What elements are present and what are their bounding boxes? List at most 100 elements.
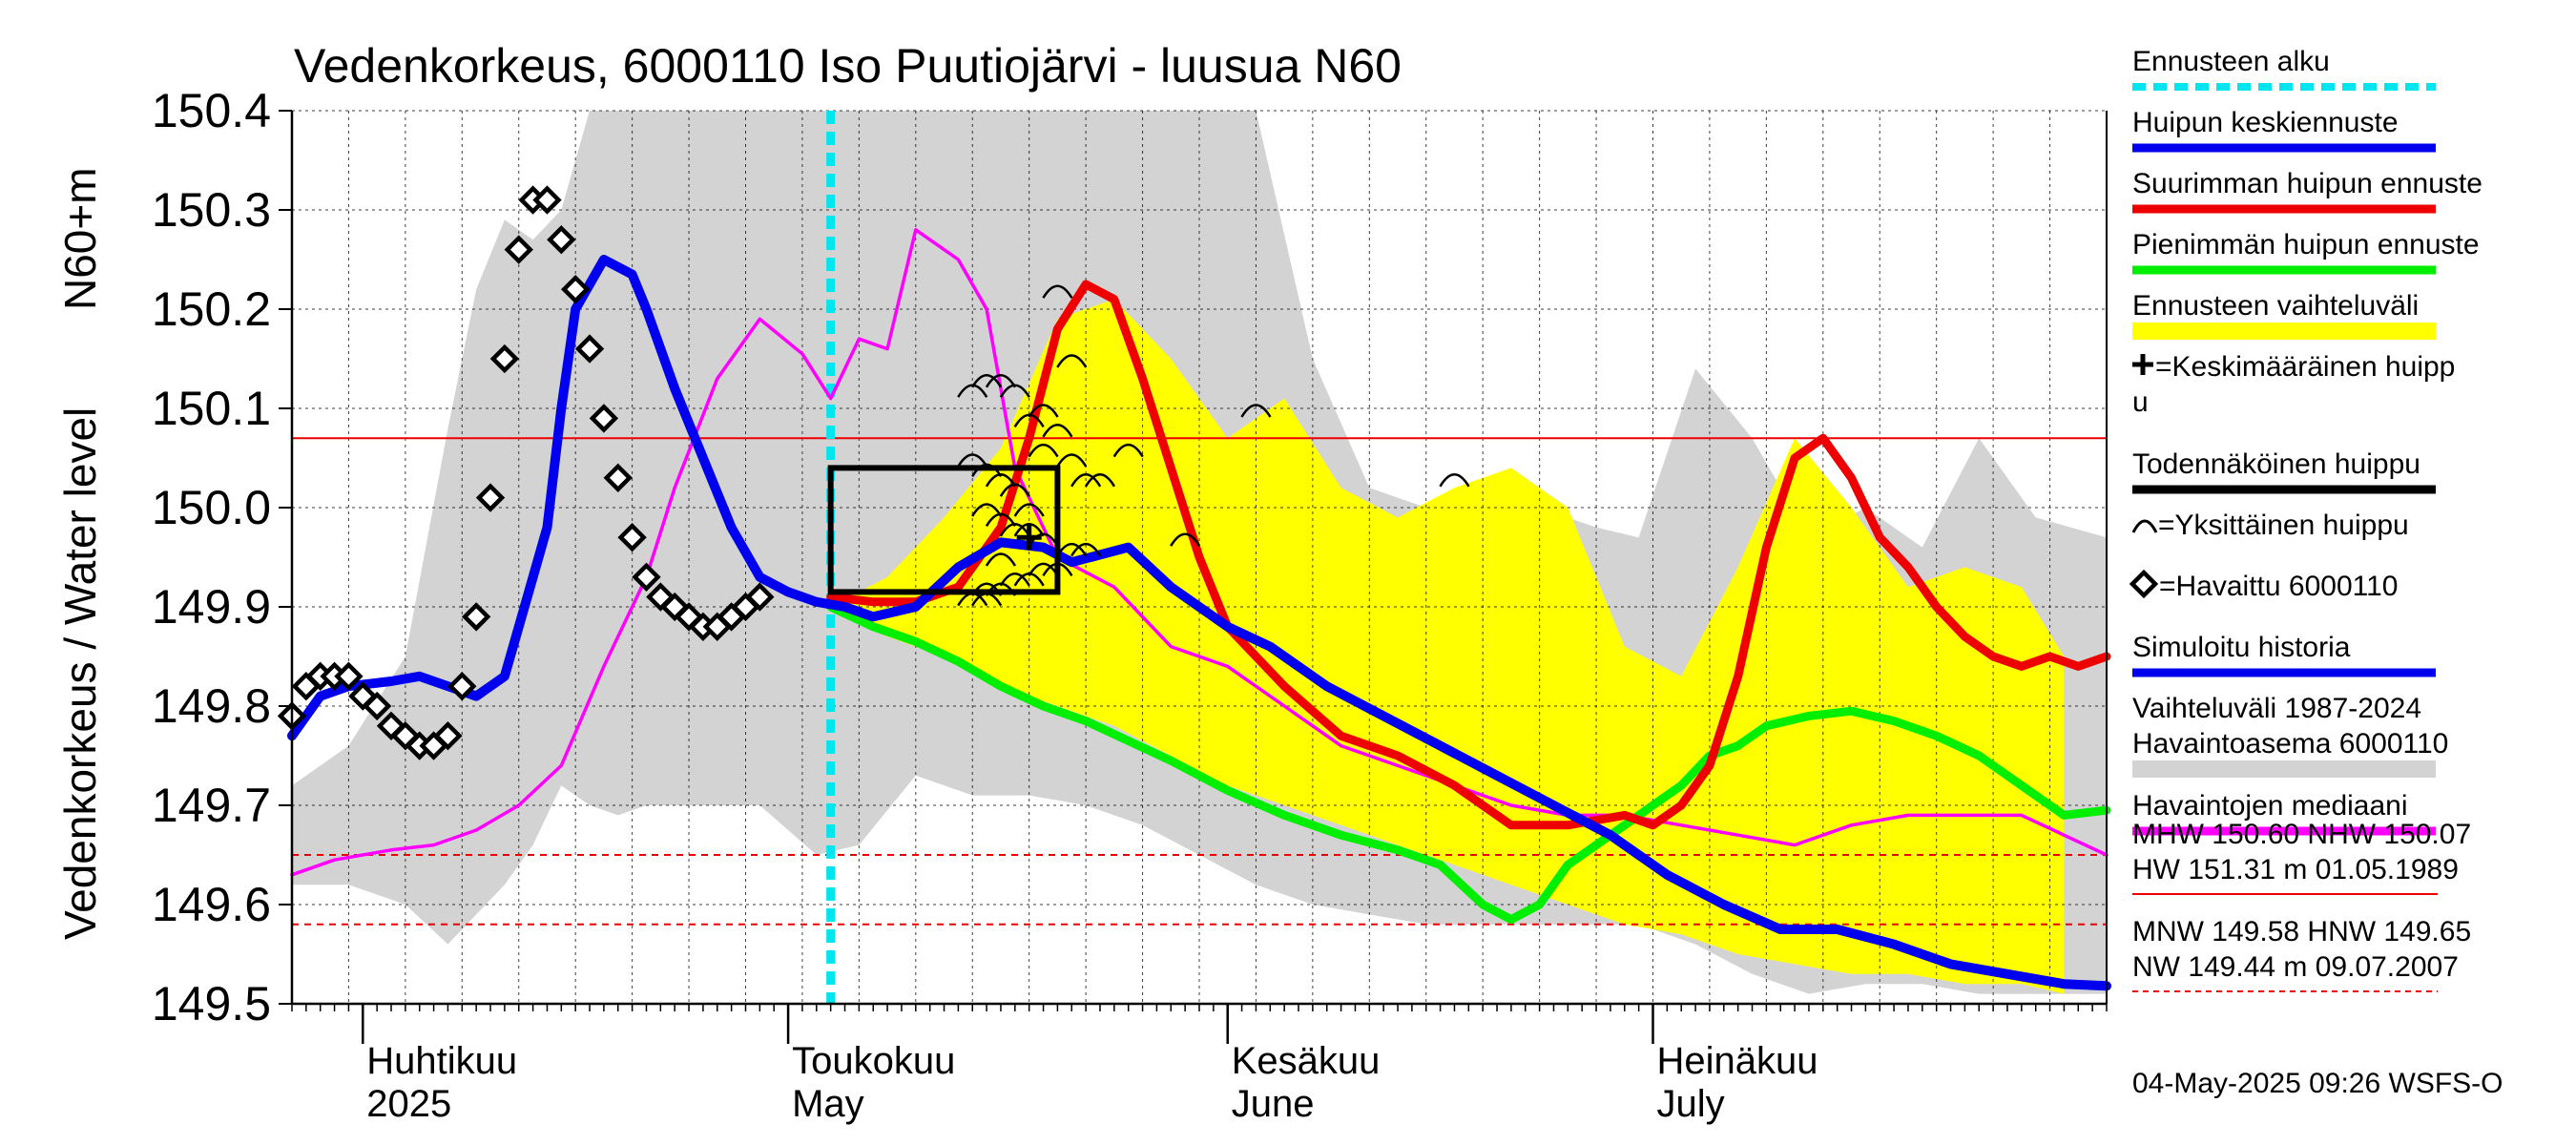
x-month-label: Heinäkuu xyxy=(1657,1040,1818,1082)
y-tick-label: 149.8 xyxy=(152,679,271,733)
individual-peak-mark xyxy=(985,512,1017,528)
individual-peak-mark xyxy=(1013,503,1045,517)
individual-peak-mark xyxy=(1013,523,1045,537)
y-axis-label: Vedenkorkeus / Water level xyxy=(55,407,105,940)
y-tick-label: 149.5 xyxy=(152,977,271,1030)
legend-label: Vaihteluväli 1987-2024 xyxy=(2132,693,2421,724)
observed-point xyxy=(362,691,392,721)
individual-peak-mark xyxy=(985,582,1017,596)
legend-arc-icon xyxy=(2131,519,2158,533)
y-tick-label: 150.0 xyxy=(152,481,271,534)
legend-label: Simuloitu historia xyxy=(2132,632,2351,663)
individual-peak-mark xyxy=(999,384,1030,398)
observed-point xyxy=(547,225,576,255)
axes xyxy=(279,110,2108,1044)
legend-label: Ennusteen alku xyxy=(2132,46,2330,77)
individual-peak-mark xyxy=(1170,532,1201,547)
legend-diamond-icon xyxy=(2129,569,2159,599)
observed-point xyxy=(589,404,619,433)
observed-point xyxy=(433,721,463,751)
individual-peak-mark xyxy=(1240,404,1272,418)
x-month-label: Kesäkuu xyxy=(1232,1040,1381,1082)
legend-plus-icon xyxy=(2132,354,2153,375)
x-month-sublabel: June xyxy=(1232,1083,1315,1125)
chart-title: Vedenkorkeus, 6000110 Iso Puutiojärvi - … xyxy=(294,39,1402,93)
individual-peak-mark xyxy=(1070,473,1102,488)
average-peak-mark xyxy=(1016,525,1042,551)
individual-peak-mark xyxy=(971,374,1003,388)
x-month-sublabel: May xyxy=(792,1083,864,1125)
individual-peak-mark xyxy=(1070,542,1102,557)
stats-line-4: NW 149.44 m 09.07.2007 xyxy=(2132,951,2459,983)
y-tick-label: 150.2 xyxy=(152,282,271,336)
individual-peak-mark xyxy=(985,552,1017,567)
legend-label: =Yksittäinen huippu xyxy=(2158,510,2409,541)
individual-peak-mark xyxy=(971,503,1003,517)
simulated-history-line xyxy=(287,255,2111,991)
observed-point xyxy=(745,582,775,612)
observed-point xyxy=(532,185,562,215)
individual-peak-mark xyxy=(1056,542,1088,557)
x-month-sublabel: 2025 xyxy=(366,1083,451,1125)
individual-peak-mark xyxy=(1084,473,1116,488)
y-tick-label: 149.7 xyxy=(152,779,271,832)
stats-line-3: MNW 149.58 HNW 149.65 xyxy=(2132,916,2471,947)
y-tick-label: 150.3 xyxy=(152,183,271,237)
observed-point xyxy=(475,483,506,512)
individual-peak-mark xyxy=(1042,562,1073,577)
legend-label: Todennäköinen huippu xyxy=(2132,448,2420,480)
individual-peak-mark xyxy=(1439,473,1470,488)
observed-point xyxy=(504,235,533,264)
y-tick-label: 149.9 xyxy=(152,580,271,634)
legend-label: Havaintojen mediaani xyxy=(2132,790,2408,822)
legend: Ennusteen alku Huipun keskiennuste Suurimm… xyxy=(2129,46,2483,836)
individual-peak-mark xyxy=(957,453,988,468)
y-tick-labels: 150.4 150.3 150.2 150.1 150.0 149.9 149.8 149.7… xyxy=(152,84,271,1030)
forecast-range-band xyxy=(830,299,2065,994)
observed-point xyxy=(447,672,477,701)
individual-peak-mark xyxy=(985,374,1017,388)
individual-peak-mark xyxy=(1056,453,1088,468)
legend-band-swatch xyxy=(2132,760,2436,778)
individual-peak-mark xyxy=(999,572,1030,587)
x-month-sublabel: July xyxy=(1657,1083,1725,1125)
observed-point xyxy=(561,275,591,304)
series-lines xyxy=(287,228,2111,991)
y-tick-label: 150.4 xyxy=(152,84,271,137)
legend-label: Pienimmän huipun ennuste xyxy=(2132,229,2480,260)
observed-point xyxy=(603,463,633,492)
x-month-label: Toukokuu xyxy=(792,1040,955,1082)
observed-point xyxy=(632,562,661,592)
stats-line-1: MHW 150.60 NHW 150.07 xyxy=(2132,819,2471,850)
x-month-label: Huhtikuu xyxy=(366,1040,517,1082)
min-peak-forecast-line xyxy=(826,602,2111,925)
observed-point xyxy=(334,661,364,691)
observed-point xyxy=(574,334,605,364)
y-tick-label: 150.1 xyxy=(152,382,271,435)
individual-peak-mark xyxy=(1042,284,1073,299)
observed-point xyxy=(461,602,491,632)
y-tick-label: 149.6 xyxy=(152,878,271,931)
individual-peak-mark xyxy=(971,592,1003,607)
individual-peak-mark xyxy=(1056,354,1088,368)
individual-peak-mark xyxy=(1028,562,1059,577)
probable-peak-box xyxy=(827,465,1061,595)
individual-peak-mark xyxy=(1013,572,1045,587)
legend-label: Suurimman huipun ennuste xyxy=(2132,168,2483,199)
legend-label: =Keskimääräinen huipp xyxy=(2155,351,2455,383)
individual-peak-mark xyxy=(1042,424,1073,438)
markers xyxy=(277,185,1470,760)
y-axis-unit-label: N60+m xyxy=(55,167,105,310)
individual-peak-mark xyxy=(957,592,988,607)
observed-point xyxy=(617,523,647,552)
individual-peak-mark xyxy=(999,483,1030,497)
footer-timestamp: 04-May-2025 09:26 WSFS-O xyxy=(2132,1068,2503,1099)
individual-peak-mark xyxy=(1028,404,1059,418)
individual-peak-mark xyxy=(1112,443,1144,458)
legend-label: =Havaittu 6000110 xyxy=(2159,571,2398,602)
legend-label-continued: Havaintoasema 6000110 xyxy=(2132,728,2448,760)
individual-peak-mark xyxy=(971,463,1003,478)
legend-label-continued: u xyxy=(2132,386,2149,418)
